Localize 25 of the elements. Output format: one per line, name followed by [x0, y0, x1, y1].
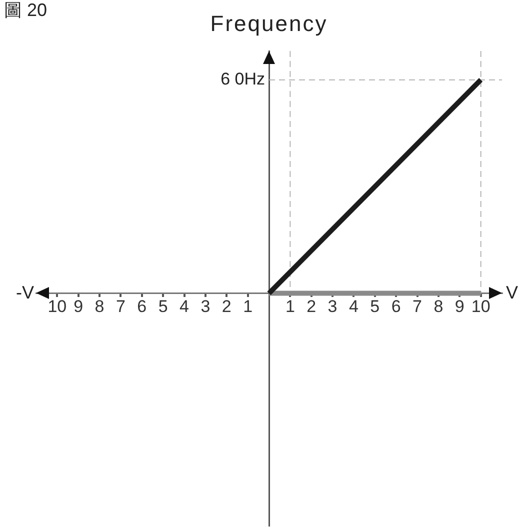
- annotation: 6 0Hz: [220, 70, 265, 89]
- x-tick-label: 1: [243, 297, 253, 316]
- x-tick-label: 6: [137, 297, 147, 316]
- x-tick-label: 5: [158, 297, 168, 316]
- x-tick-label: 2: [222, 297, 232, 316]
- x-tick-label: 5: [370, 297, 380, 316]
- x-tick-label: 2: [306, 297, 316, 316]
- chart-title: 圖 20: [4, 0, 48, 20]
- x-tick-label: 3: [328, 297, 338, 316]
- x-tick-label: 7: [116, 297, 126, 316]
- x-tick-label: 9: [74, 297, 84, 316]
- x-tick-label: 7: [412, 297, 422, 316]
- x-tick-label: 10: [471, 297, 490, 316]
- x-axis-title: V: [506, 282, 518, 302]
- text: -V: [16, 282, 34, 302]
- x-tick-label: 10: [48, 297, 67, 316]
- x-tick-label: 6: [391, 297, 401, 316]
- x-tick-label: 9: [454, 297, 464, 316]
- x-tick-label: 3: [200, 297, 210, 316]
- x-tick-label: 8: [434, 297, 444, 316]
- x-tick-label: 4: [180, 297, 190, 316]
- x-tick-label: 8: [94, 297, 104, 316]
- y-axis-title: Frequency: [210, 11, 328, 36]
- x-tick-label: 4: [348, 297, 358, 316]
- x-tick-label: 1: [285, 297, 295, 316]
